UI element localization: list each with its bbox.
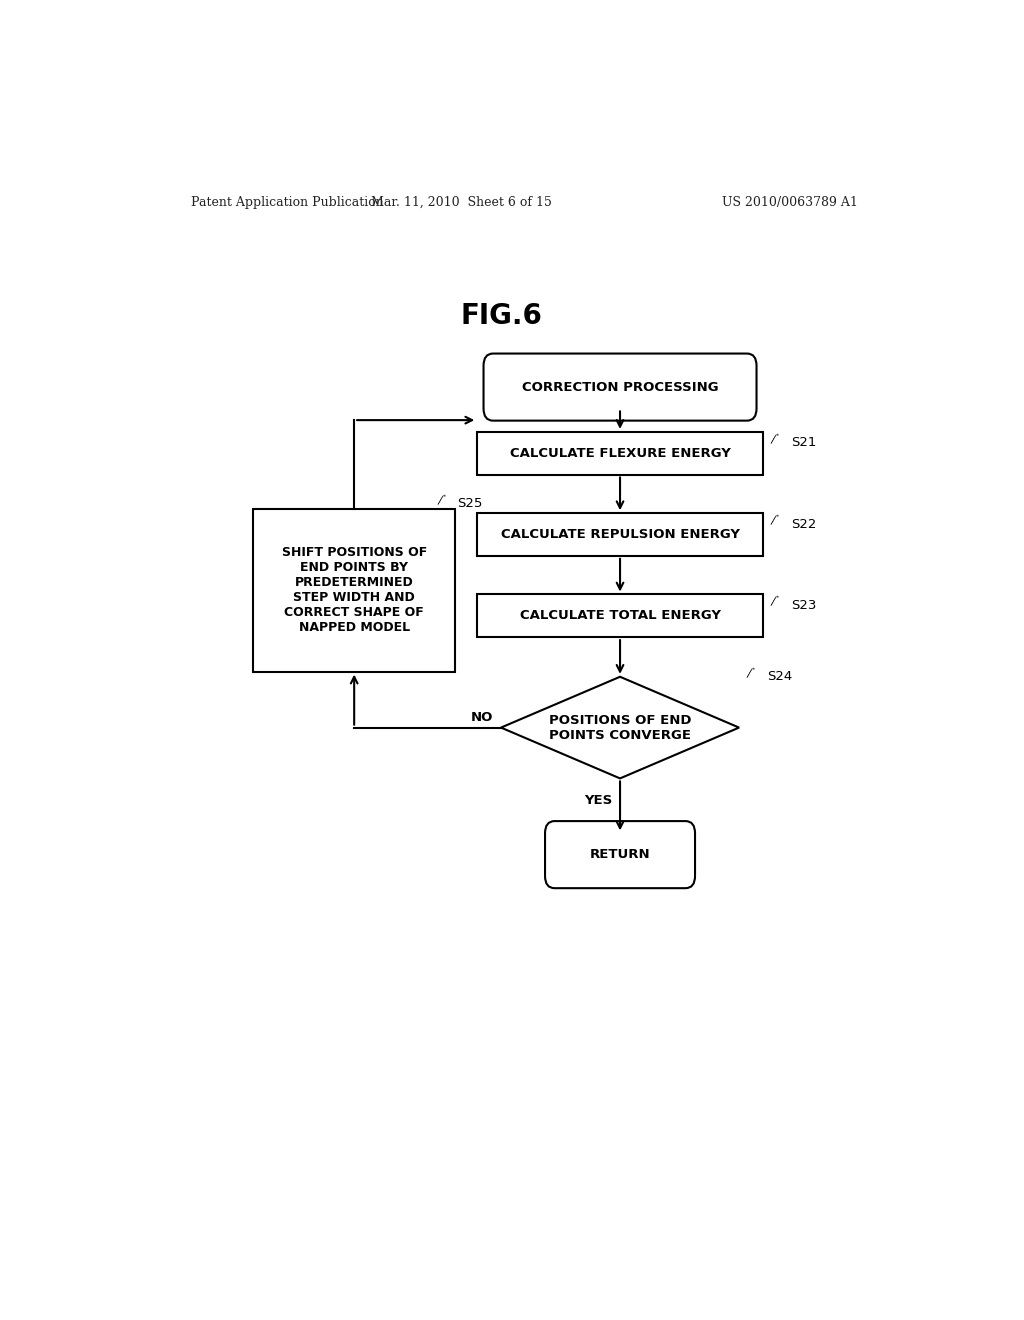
Text: ⌠: ⌠ xyxy=(768,433,778,445)
Text: S24: S24 xyxy=(767,671,793,684)
Text: NO: NO xyxy=(471,711,494,723)
Text: CORRECTION PROCESSING: CORRECTION PROCESSING xyxy=(521,380,719,393)
Text: FIG.6: FIG.6 xyxy=(460,302,542,330)
Text: RETURN: RETURN xyxy=(590,849,650,861)
Bar xyxy=(477,594,763,638)
Text: POSITIONS OF END
POINTS CONVERGE: POSITIONS OF END POINTS CONVERGE xyxy=(549,714,691,742)
Text: S22: S22 xyxy=(791,517,816,531)
Text: CALCULATE TOTAL ENERGY: CALCULATE TOTAL ENERGY xyxy=(519,610,721,622)
Text: S23: S23 xyxy=(791,599,816,612)
Text: ⌠: ⌠ xyxy=(744,667,755,680)
Bar xyxy=(477,432,763,474)
Text: CALCULATE FLEXURE ENERGY: CALCULATE FLEXURE ENERGY xyxy=(510,446,730,459)
Bar xyxy=(253,510,456,672)
Text: Patent Application Publication: Patent Application Publication xyxy=(191,195,384,209)
Polygon shape xyxy=(501,677,739,779)
Text: ⌠: ⌠ xyxy=(768,595,778,609)
Text: S21: S21 xyxy=(791,437,816,450)
Text: ⌠: ⌠ xyxy=(768,513,778,527)
FancyBboxPatch shape xyxy=(483,354,757,421)
Text: US 2010/0063789 A1: US 2010/0063789 A1 xyxy=(722,195,858,209)
Text: S25: S25 xyxy=(458,498,482,511)
Text: ⌠: ⌠ xyxy=(434,494,445,507)
Text: Mar. 11, 2010  Sheet 6 of 15: Mar. 11, 2010 Sheet 6 of 15 xyxy=(371,195,552,209)
FancyBboxPatch shape xyxy=(545,821,695,888)
Text: YES: YES xyxy=(584,795,612,808)
Bar xyxy=(477,513,763,556)
Text: SHIFT POSITIONS OF
END POINTS BY
PREDETERMINED
STEP WIDTH AND
CORRECT SHAPE OF
N: SHIFT POSITIONS OF END POINTS BY PREDETE… xyxy=(282,546,427,635)
Text: CALCULATE REPULSION ENERGY: CALCULATE REPULSION ENERGY xyxy=(501,528,739,541)
